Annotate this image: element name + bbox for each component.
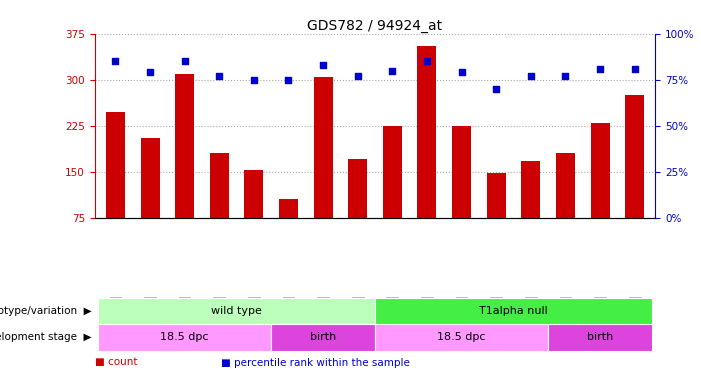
Text: GSM22041: GSM22041 (596, 298, 604, 347)
Text: GSM22047: GSM22047 (250, 298, 259, 347)
Point (491, 86, 502, 92)
Bar (375, 298, 652, 324)
Text: T1alpha null: T1alpha null (479, 306, 548, 316)
Bar (522, 160, 540, 218)
Text: GSM22040: GSM22040 (561, 298, 570, 347)
Bar (590, 123, 610, 218)
Text: ■ count: ■ count (95, 357, 137, 368)
Point (144, 69, 156, 75)
Text: ■ percentile rank within the sample: ■ percentile rank within the sample (221, 357, 409, 368)
Text: GSM22037: GSM22037 (457, 298, 466, 347)
Bar (313, 76, 333, 218)
Point (421, 58, 433, 64)
Point (214, 73, 225, 79)
Bar (625, 95, 644, 218)
Text: GSM22044: GSM22044 (146, 298, 154, 347)
Bar (417, 46, 437, 217)
Bar (271, 324, 375, 351)
Text: GSM22036: GSM22036 (423, 298, 431, 347)
Bar (140, 138, 160, 218)
Point (560, 73, 571, 79)
Point (594, 66, 606, 72)
Text: GSM22049: GSM22049 (319, 298, 327, 347)
Point (248, 77, 259, 83)
Bar (548, 324, 652, 351)
Bar (348, 159, 367, 218)
Text: GSM22038: GSM22038 (491, 298, 501, 347)
Text: genotype/variation  ▶: genotype/variation ▶ (0, 306, 91, 316)
Text: wild type: wild type (211, 306, 262, 316)
Point (110, 58, 121, 64)
Text: GSM22048: GSM22048 (284, 298, 293, 347)
Text: GSM22042: GSM22042 (630, 298, 639, 347)
Text: development stage  ▶: development stage ▶ (0, 333, 91, 342)
Bar (279, 199, 298, 217)
Bar (98, 324, 271, 351)
Point (387, 68, 398, 74)
Text: 18.5 dpc: 18.5 dpc (437, 333, 486, 342)
Bar (556, 153, 575, 218)
Bar (452, 126, 471, 218)
Bar (383, 126, 402, 218)
Title: GDS782 / 94924_at: GDS782 / 94924_at (308, 19, 442, 33)
Point (179, 58, 190, 64)
Bar (98, 298, 375, 324)
Text: GSM22050: GSM22050 (353, 298, 362, 347)
Point (456, 69, 467, 75)
Bar (106, 111, 125, 218)
Text: GSM22039: GSM22039 (526, 298, 536, 347)
Bar (245, 170, 264, 217)
Bar (486, 173, 505, 217)
Point (352, 73, 363, 79)
Text: GSM22046: GSM22046 (215, 298, 224, 347)
Text: GSM22043: GSM22043 (111, 298, 120, 347)
Text: GSM22045: GSM22045 (180, 298, 189, 347)
Text: GSM22035: GSM22035 (388, 298, 397, 347)
Point (525, 73, 536, 79)
Bar (375, 324, 548, 351)
Bar (210, 153, 229, 218)
Point (318, 62, 329, 68)
Text: 18.5 dpc: 18.5 dpc (161, 333, 209, 342)
Point (283, 77, 294, 83)
Bar (175, 74, 194, 217)
Text: birth: birth (587, 333, 613, 342)
Point (629, 66, 640, 72)
Text: birth: birth (310, 333, 336, 342)
